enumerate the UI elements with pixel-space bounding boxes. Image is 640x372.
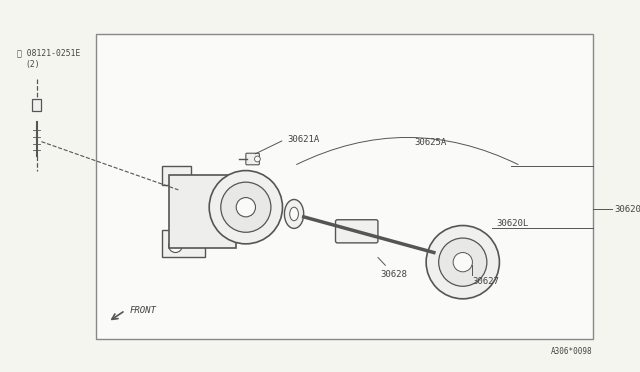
FancyBboxPatch shape [246, 153, 259, 165]
Ellipse shape [284, 199, 304, 228]
Text: Ⓑ 08121-0251E: Ⓑ 08121-0251E [17, 48, 81, 57]
Text: 30628: 30628 [378, 257, 408, 279]
Circle shape [221, 182, 271, 232]
Circle shape [209, 171, 282, 244]
Bar [162, 230, 205, 257]
Bar [32, 99, 42, 111]
Circle shape [255, 156, 260, 162]
Bar [169, 175, 236, 248]
FancyBboxPatch shape [335, 220, 378, 243]
Ellipse shape [290, 207, 298, 221]
Bar [162, 166, 191, 185]
Text: 30621A: 30621A [287, 135, 319, 144]
Text: (2): (2) [25, 60, 40, 69]
Text: 30620: 30620 [614, 205, 640, 214]
Circle shape [169, 239, 182, 253]
Bar [97, 34, 593, 339]
Text: 30625A: 30625A [415, 138, 447, 147]
Circle shape [453, 253, 472, 272]
Text: 30620L: 30620L [497, 219, 529, 228]
Text: A306*0098: A306*0098 [551, 347, 593, 356]
Text: 30627: 30627 [472, 277, 499, 286]
Circle shape [438, 238, 487, 286]
Circle shape [426, 225, 499, 299]
Circle shape [236, 198, 255, 217]
Text: FRONT: FRONT [129, 306, 156, 315]
